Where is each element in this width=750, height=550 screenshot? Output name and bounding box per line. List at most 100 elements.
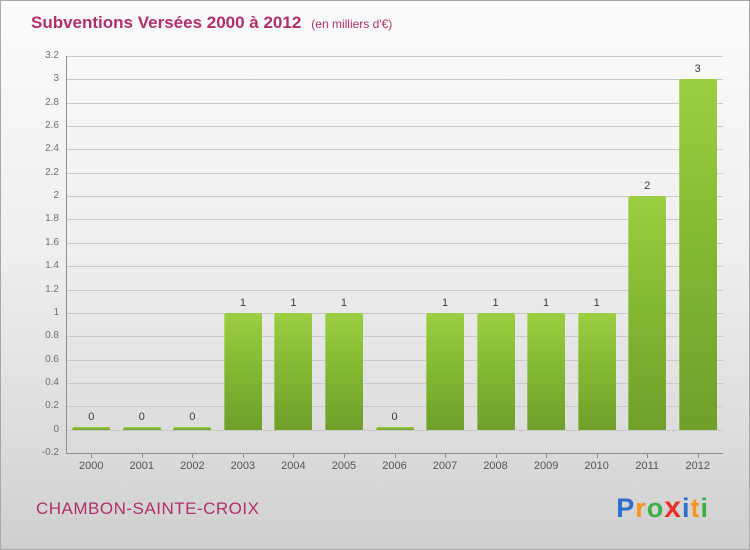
bar-value-label: 1: [543, 296, 550, 309]
grid-line: [66, 172, 723, 174]
bar-value-label: 3: [694, 63, 701, 76]
bar-value-label: 1: [340, 296, 348, 309]
grid-line: [66, 312, 723, 314]
logo-letter: r: [635, 493, 647, 523]
x-tick-label: 2011: [635, 460, 660, 472]
grid-line: [66, 406, 723, 408]
bar: [577, 312, 616, 430]
bar: [274, 312, 313, 430]
x-tick-label: 2006: [382, 460, 407, 472]
x-tick-mark: [445, 454, 447, 458]
bar: [324, 312, 363, 430]
grid-line: [66, 382, 723, 384]
y-tick-label: 0: [53, 423, 59, 435]
x-tick-mark: [293, 454, 295, 458]
bar: [527, 312, 566, 430]
y-tick-label: 2.6: [45, 120, 59, 132]
y-tick-label: 3.2: [45, 50, 59, 61]
grid-line: [66, 196, 723, 198]
x-tick-mark: [647, 454, 649, 458]
x-tick-mark: [141, 454, 143, 458]
logo-letter: i: [681, 493, 691, 523]
y-axis-line: [66, 56, 67, 453]
x-axis-line: [66, 453, 723, 454]
grid-line: [66, 79, 723, 81]
y-tick-label: -0.2: [41, 447, 59, 458]
x-tick-label: 2004: [281, 460, 306, 472]
y-tick-label: 2.4: [45, 143, 59, 155]
chart-title: Subventions Versées 2000 à 2012: [31, 13, 302, 32]
x-tick-label: 2009: [533, 460, 559, 472]
x-tick-mark: [546, 454, 548, 458]
grid-line: [66, 102, 723, 104]
commune-name: CHAMBON-SAINTE-CROIX: [36, 499, 260, 518]
x-tick-mark: [242, 454, 244, 458]
x-tick-label: 2008: [483, 460, 508, 472]
bar-value-label: 1: [441, 296, 449, 309]
bar-value-label: 0: [88, 410, 95, 423]
x-tick-mark: [495, 454, 497, 458]
y-tick-label: 1.8: [45, 213, 59, 225]
x-tick-label: 2005: [331, 460, 357, 472]
bar-value-label: 0: [391, 410, 398, 423]
y-tick-label: 0.4: [45, 376, 59, 388]
logo-letter: t: [690, 493, 701, 523]
x-tick-mark: [91, 454, 93, 458]
bar: [122, 426, 161, 430]
x-tick-label: 2001: [129, 460, 155, 472]
grid-line: [66, 149, 723, 151]
y-tick-label: 3: [53, 73, 59, 85]
bar: [72, 426, 111, 430]
grid-line: [66, 242, 723, 244]
x-tick-mark: [192, 454, 194, 458]
bar: [426, 312, 465, 430]
y-tick-label: 1.2: [45, 283, 59, 295]
bar: [628, 196, 667, 430]
y-tick-label: 0.2: [45, 400, 59, 412]
grid-line: [66, 429, 723, 431]
x-tick-mark: [596, 454, 598, 458]
grid-line: [66, 266, 723, 268]
x-tick-label: 2010: [584, 460, 609, 472]
y-tick-label: 1: [53, 306, 59, 318]
logo-letter: P: [616, 493, 636, 523]
bar-value-label: 0: [138, 410, 145, 423]
y-tick-label: 2.2: [45, 166, 59, 178]
x-tick-mark: [697, 454, 699, 458]
grid-line: [66, 289, 723, 291]
proxiti-logo[interactable]: Proxiti: [616, 491, 709, 525]
bar-value-label: 1: [593, 296, 600, 309]
x-tick-label: 2012: [685, 460, 710, 472]
bar: [678, 79, 717, 430]
bar: [476, 312, 515, 430]
bar-value-label: 1: [239, 296, 246, 309]
logo-letter: o: [646, 493, 665, 523]
grid-line: [66, 126, 723, 128]
y-tick-label: 2.8: [45, 96, 59, 108]
bar-value-label: 2: [644, 180, 651, 193]
x-tick-label: 2000: [79, 460, 104, 472]
logo-letter: x: [664, 491, 682, 524]
grid-line: [66, 56, 723, 57]
y-tick-label: 2: [53, 190, 59, 202]
y-tick-label: 0.6: [45, 353, 59, 365]
y-tick-label: 1.4: [45, 260, 59, 272]
y-tick-label: 1.6: [45, 236, 59, 248]
bar-value-label: 1: [290, 296, 297, 309]
bar: [375, 426, 414, 430]
x-tick-mark: [394, 454, 396, 458]
grid-line: [66, 359, 723, 361]
chart-header: Subventions Versées 2000 à 2012 (en mill…: [31, 13, 392, 33]
bar-value-label: 0: [189, 410, 196, 423]
grid-line: [66, 219, 723, 221]
bar: [173, 426, 212, 430]
x-tick-label: 2002: [180, 460, 205, 472]
grid-line: [66, 336, 723, 338]
logo-letter: i: [700, 493, 709, 523]
x-tick-label: 2003: [230, 460, 256, 472]
y-tick-label: 0.8: [45, 330, 59, 342]
chart-subtitle: (en milliers d'€): [311, 17, 393, 31]
bar-value-label: 1: [492, 296, 499, 309]
